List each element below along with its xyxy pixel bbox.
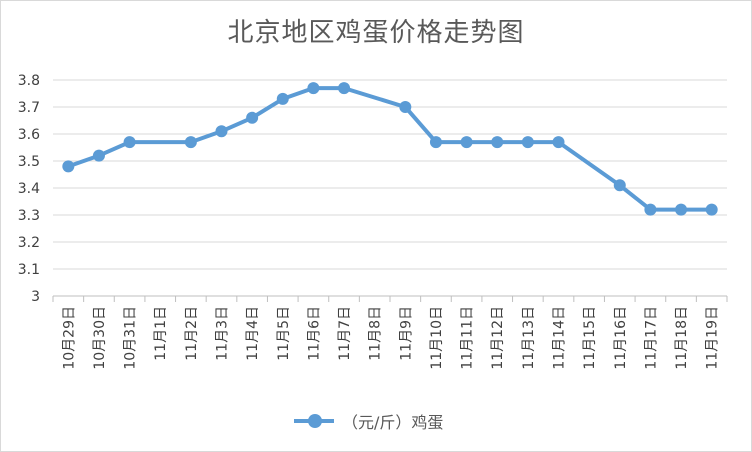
data-point-marker [460,136,473,149]
legend-series-swatch [294,414,334,428]
x-tick-label: 11月1日 [153,306,169,361]
data-point-marker [399,101,412,113]
data-point-marker [675,203,688,216]
data-point-marker [429,136,442,149]
x-tick-label: 10月30日 [92,306,108,370]
data-point-marker [92,149,105,162]
x-tick-label: 11月12日 [490,306,506,370]
data-point-marker [123,136,136,149]
x-tick-label: 11月9日 [398,306,414,361]
data-point-marker [705,203,718,216]
x-tick-label: 11月4日 [245,306,261,361]
x-tick-label: 11月11日 [460,306,476,370]
data-point-marker [246,111,259,124]
data-point-marker [613,179,626,192]
y-tick-label: 3.5 [18,154,40,170]
data-point-marker [521,136,534,149]
y-tick-label: 3.1 [18,262,40,278]
x-tick-label: 11月2日 [184,306,200,361]
legend-series-label: （元/斤）鸡蛋 [342,413,444,432]
x-tick-label: 10月29日 [61,306,77,370]
y-axis-ticks: 3 3.1 3.2 3.3 3.4 3.5 3.6 3.7 3.8 [18,73,40,305]
legend-marker-icon [308,414,322,428]
x-axis: 10月29日 10月30日 10月31日 11月1日 11月2日 11月3日 11月4日 11… [52,296,728,370]
data-point-marker [307,82,320,95]
series-layer [62,82,718,216]
data-point-marker [644,203,657,216]
data-point-marker [215,125,228,138]
series-line [66,86,714,212]
y-tick-label: 3.7 [18,100,40,116]
y-tick-label: 3.6 [18,127,40,143]
data-point-marker [491,136,504,149]
data-point-marker [62,160,75,173]
x-tick-label: 11月7日 [337,306,353,361]
x-tick-label: 10月31日 [123,306,139,370]
y-tick-label: 3.3 [18,208,40,224]
data-point-marker [552,136,565,149]
x-tick-label: 11月5日 [276,306,292,361]
x-tick-label: 11月17日 [643,306,659,370]
y-tick-label: 3.2 [18,235,40,251]
x-tick-label: 11月16日 [613,306,629,370]
data-point-marker [276,92,289,105]
x-tick-label: 11月18日 [674,306,690,370]
x-tick-label: 11月14日 [552,306,568,370]
x-tick-label: 11月6日 [306,306,322,361]
x-tick-label: 11月8日 [368,306,384,361]
data-point-marker [338,82,351,95]
legend: （元/斤）鸡蛋 [294,407,443,435]
y-tick-label: 3.4 [18,181,40,197]
y-tick-label: 3.8 [18,73,40,89]
x-tick-label: 11月13日 [521,306,537,370]
x-tick-label: 11月10日 [429,306,445,370]
x-tick-label: 11月15日 [582,306,598,370]
y-tick-label: 3 [31,289,40,305]
data-point-marker [184,136,197,149]
x-tick-label: 11月3日 [215,306,231,361]
chart-title: 北京地区鸡蛋价格走势图 [227,18,525,48]
x-tick-label: 11月19日 [705,306,721,370]
gridlines [53,79,727,297]
